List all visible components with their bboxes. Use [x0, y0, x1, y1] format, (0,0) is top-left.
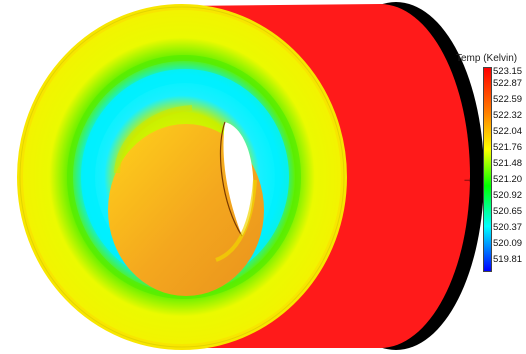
legend-ticks: 523.15 522.87 522.59 522.32 522.04 521.7… [493, 67, 525, 272]
legend-tick: 520.37 [493, 222, 523, 233]
legend-tick: 520.92 [493, 190, 523, 201]
legend-tick: 522.59 [493, 94, 523, 105]
legend-tick: 522.87 [493, 78, 523, 89]
legend-tick: 520.65 [493, 206, 523, 217]
legend-tick: 521.76 [493, 142, 523, 153]
pointer-arrow-icon: → [462, 171, 474, 185]
legend-tick: 521.48 [493, 158, 523, 169]
bore-edge [215, 179, 257, 262]
legend-tick: 519.81 [493, 254, 523, 265]
bore-rim-shadow [219, 121, 243, 237]
green-ring [67, 55, 301, 299]
legend-tick: 522.32 [493, 110, 523, 121]
legend-tick: 521.20 [493, 174, 523, 185]
bore-through-white [223, 122, 254, 236]
legend-tick: 522.04 [493, 126, 523, 137]
legend-tick: 520.09 [493, 238, 523, 249]
legend-title: Temp (Kelvin) [456, 53, 518, 64]
legend-color-bar [483, 67, 492, 272]
front-face-edge [19, 6, 345, 348]
legend-tick: 523.15 [493, 66, 523, 77]
bore-left-highlight [114, 105, 193, 174]
